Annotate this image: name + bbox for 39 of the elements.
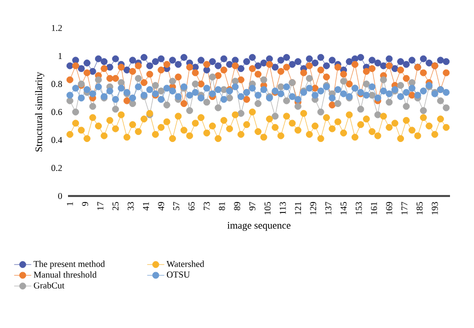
- x-tick-label: 129: [310, 202, 316, 214]
- x-axis-title: image sequence: [227, 222, 290, 231]
- x-tick-label: 73: [204, 202, 210, 210]
- legend-label: OTSU: [166, 272, 190, 278]
- legend-label: GrabCut: [34, 282, 64, 288]
- x-tick-label: 57: [173, 202, 180, 210]
- x-tick-label: 105: [264, 202, 271, 214]
- x-tick-label: 185: [416, 202, 423, 214]
- x-tick-label: 49: [158, 202, 164, 210]
- x-tick-label: 1: [66, 202, 73, 206]
- x-tick-label: 113: [280, 202, 286, 214]
- y-tick-label: 0.8: [51, 80, 62, 88]
- y-tick-label: 0: [58, 192, 62, 200]
- x-tick-label: 169: [386, 202, 392, 214]
- x-tick-label: 41: [142, 202, 149, 210]
- x-tick-label: 25: [112, 202, 119, 210]
- y-tick-label: 1: [58, 53, 62, 59]
- x-tick-label: 137: [325, 202, 332, 214]
- x-tick-label: 81: [218, 202, 225, 210]
- x-tick-label: 33: [128, 202, 134, 210]
- x-tick-label: 97: [249, 202, 256, 210]
- x-tick-label: 89: [234, 202, 240, 210]
- x-tick-label: 9: [82, 202, 88, 206]
- x-tick-label: 193: [432, 202, 438, 214]
- y-tick-label: 0.6: [51, 108, 62, 116]
- x-tick-label: 153: [356, 202, 362, 214]
- x-tick-label: 121: [294, 202, 301, 214]
- y-axis-title: Structural similarity: [35, 72, 44, 152]
- legend-label: Manual threshold: [34, 271, 97, 278]
- y-tick-label: 1.2: [52, 24, 62, 32]
- x-tick-label: 161: [370, 202, 378, 214]
- y-tick-label: 0.4: [51, 136, 62, 144]
- x-tick-label: 177: [401, 202, 408, 214]
- y-tick-label: 0.2: [51, 164, 62, 172]
- legend-label: Watershed: [166, 260, 204, 268]
- x-tick-label: 17: [97, 202, 104, 210]
- legend-label: The present method: [34, 260, 105, 269]
- x-tick-label: 65: [188, 202, 195, 210]
- x-tick-label: 145: [340, 202, 347, 214]
